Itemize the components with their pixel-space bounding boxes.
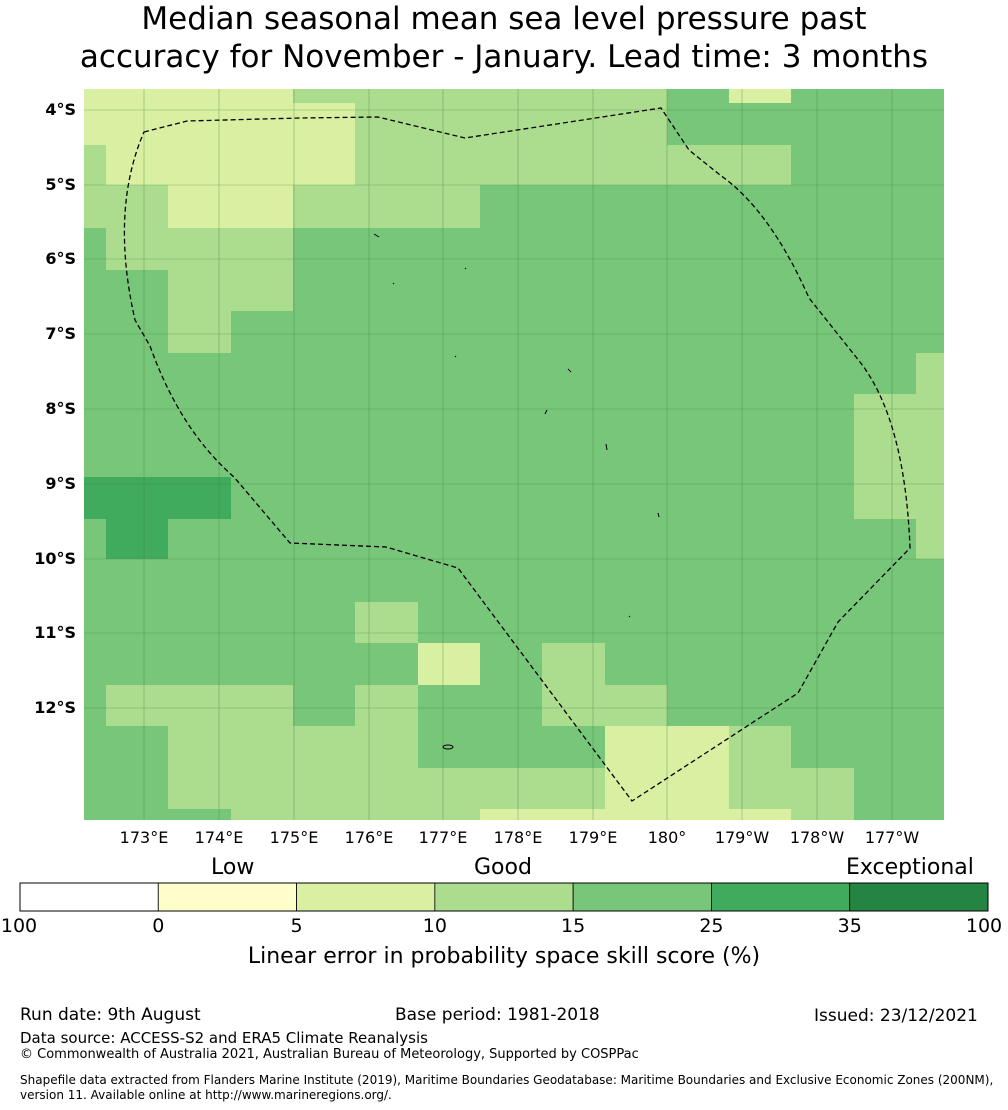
lat-label: 7°S (45, 324, 76, 343)
data-source: Data source: ACCESS-S2 and ERA5 Climate … (20, 1029, 428, 1047)
title-line-2: accuracy for November - January. Lead ti… (79, 39, 929, 75)
skill-cell (729, 768, 854, 809)
skill-cell (729, 89, 791, 103)
lon-label: 173°E (119, 828, 169, 847)
lat-label: 12°S (34, 698, 76, 717)
lat-label: 10°S (34, 549, 76, 568)
lon-label: 178°W (789, 828, 845, 847)
colorbar-bin (711, 882, 851, 912)
skill-grid-cells (84, 89, 944, 820)
colorbar-tick-label: 15 (561, 915, 586, 937)
lon-label: 177°W (864, 828, 920, 847)
colorbar-tick-label: 0 (152, 915, 165, 937)
skill-cell (729, 809, 791, 820)
colorbar-bin (434, 882, 574, 912)
colorbar-title: Linear error in probability space skill … (247, 944, 761, 969)
shapefile-credit-1: Shapefile data extracted from Flanders M… (20, 1073, 994, 1087)
eez-boundary (123, 107, 911, 802)
legend-category-low: Low (211, 855, 255, 880)
colorbar-tick-label: 35 (837, 915, 862, 937)
map-title: Median seasonal mean sea level pressure … (0, 0, 1008, 76)
skill-cell (667, 145, 791, 185)
skill-cell (355, 103, 667, 185)
lon-label: 179°W (714, 828, 770, 847)
colorbar-tick-label: 10 (422, 915, 447, 937)
skill-cell (84, 145, 106, 185)
skill-cell (168, 311, 231, 353)
skill-cell (293, 89, 667, 103)
colorbar-tick-label: -100 (0, 915, 38, 937)
skill-cell (542, 685, 667, 726)
legend-category-exceptional: Exceptional (846, 855, 974, 880)
lon-label: 179°E (568, 828, 618, 847)
title-line-1: Median seasonal mean sea level pressure … (141, 1, 867, 37)
skill-cell (106, 519, 168, 559)
skill-cell (542, 643, 605, 685)
skill-cell (168, 726, 418, 768)
lat-label: 11°S (34, 623, 76, 642)
colorbar-bin (572, 882, 712, 912)
skill-cell (106, 228, 293, 270)
run-date: Run date: 9th August (20, 1005, 201, 1025)
colorbar-bin (19, 882, 159, 912)
skill-cell (231, 809, 480, 820)
skill-cell (168, 185, 293, 228)
colorbar-bin (849, 882, 989, 912)
skill-cell (168, 270, 293, 311)
lat-label: 8°S (45, 399, 76, 418)
lat-label: 9°S (45, 474, 76, 493)
skill-cell (106, 103, 355, 185)
skill-cell (106, 685, 293, 726)
base-period: Base period: 1981-2018 (395, 1005, 600, 1025)
skill-cell (916, 353, 944, 394)
lon-label: 175°E (269, 828, 319, 847)
colorbar-tick-label: 100 (965, 915, 1003, 937)
colorbar-bin (296, 882, 436, 912)
colorbar-bin (157, 882, 297, 912)
lat-label: 4°S (45, 100, 76, 119)
island-marks (373, 233, 660, 750)
legend-category-good: Good (474, 855, 532, 880)
skill-cell (355, 602, 418, 643)
colorbar-tick-label: 5 (290, 915, 303, 937)
lon-label: 174°E (194, 828, 244, 847)
lon-label: 176°E (344, 828, 394, 847)
issued-date: Issued: 23/12/2021 (814, 1006, 978, 1026)
skill-cell (355, 685, 418, 726)
skill-cell (168, 768, 605, 809)
skill-cell (916, 519, 944, 559)
lat-label: 6°S (45, 249, 76, 268)
skill-cell (418, 643, 480, 685)
skill-cell (729, 726, 791, 768)
graticule-lines (84, 89, 944, 820)
colorbar-tick-label: 25 (699, 915, 724, 937)
lat-label: 5°S (45, 175, 76, 194)
lon-label: 178°E (493, 828, 543, 847)
shapefile-credit-2: version 11. Available online at http://w… (20, 1088, 392, 1102)
skill-cell (84, 185, 168, 228)
skill-cell (791, 809, 854, 820)
skill-cell (480, 809, 605, 820)
lon-label: 177°E (418, 828, 468, 847)
copyright: © Commonwealth of Australia 2021, Austra… (20, 1047, 639, 1062)
lon-label: 180° (647, 828, 687, 847)
skill-cell (293, 185, 480, 228)
colorbar-bins (19, 882, 989, 912)
